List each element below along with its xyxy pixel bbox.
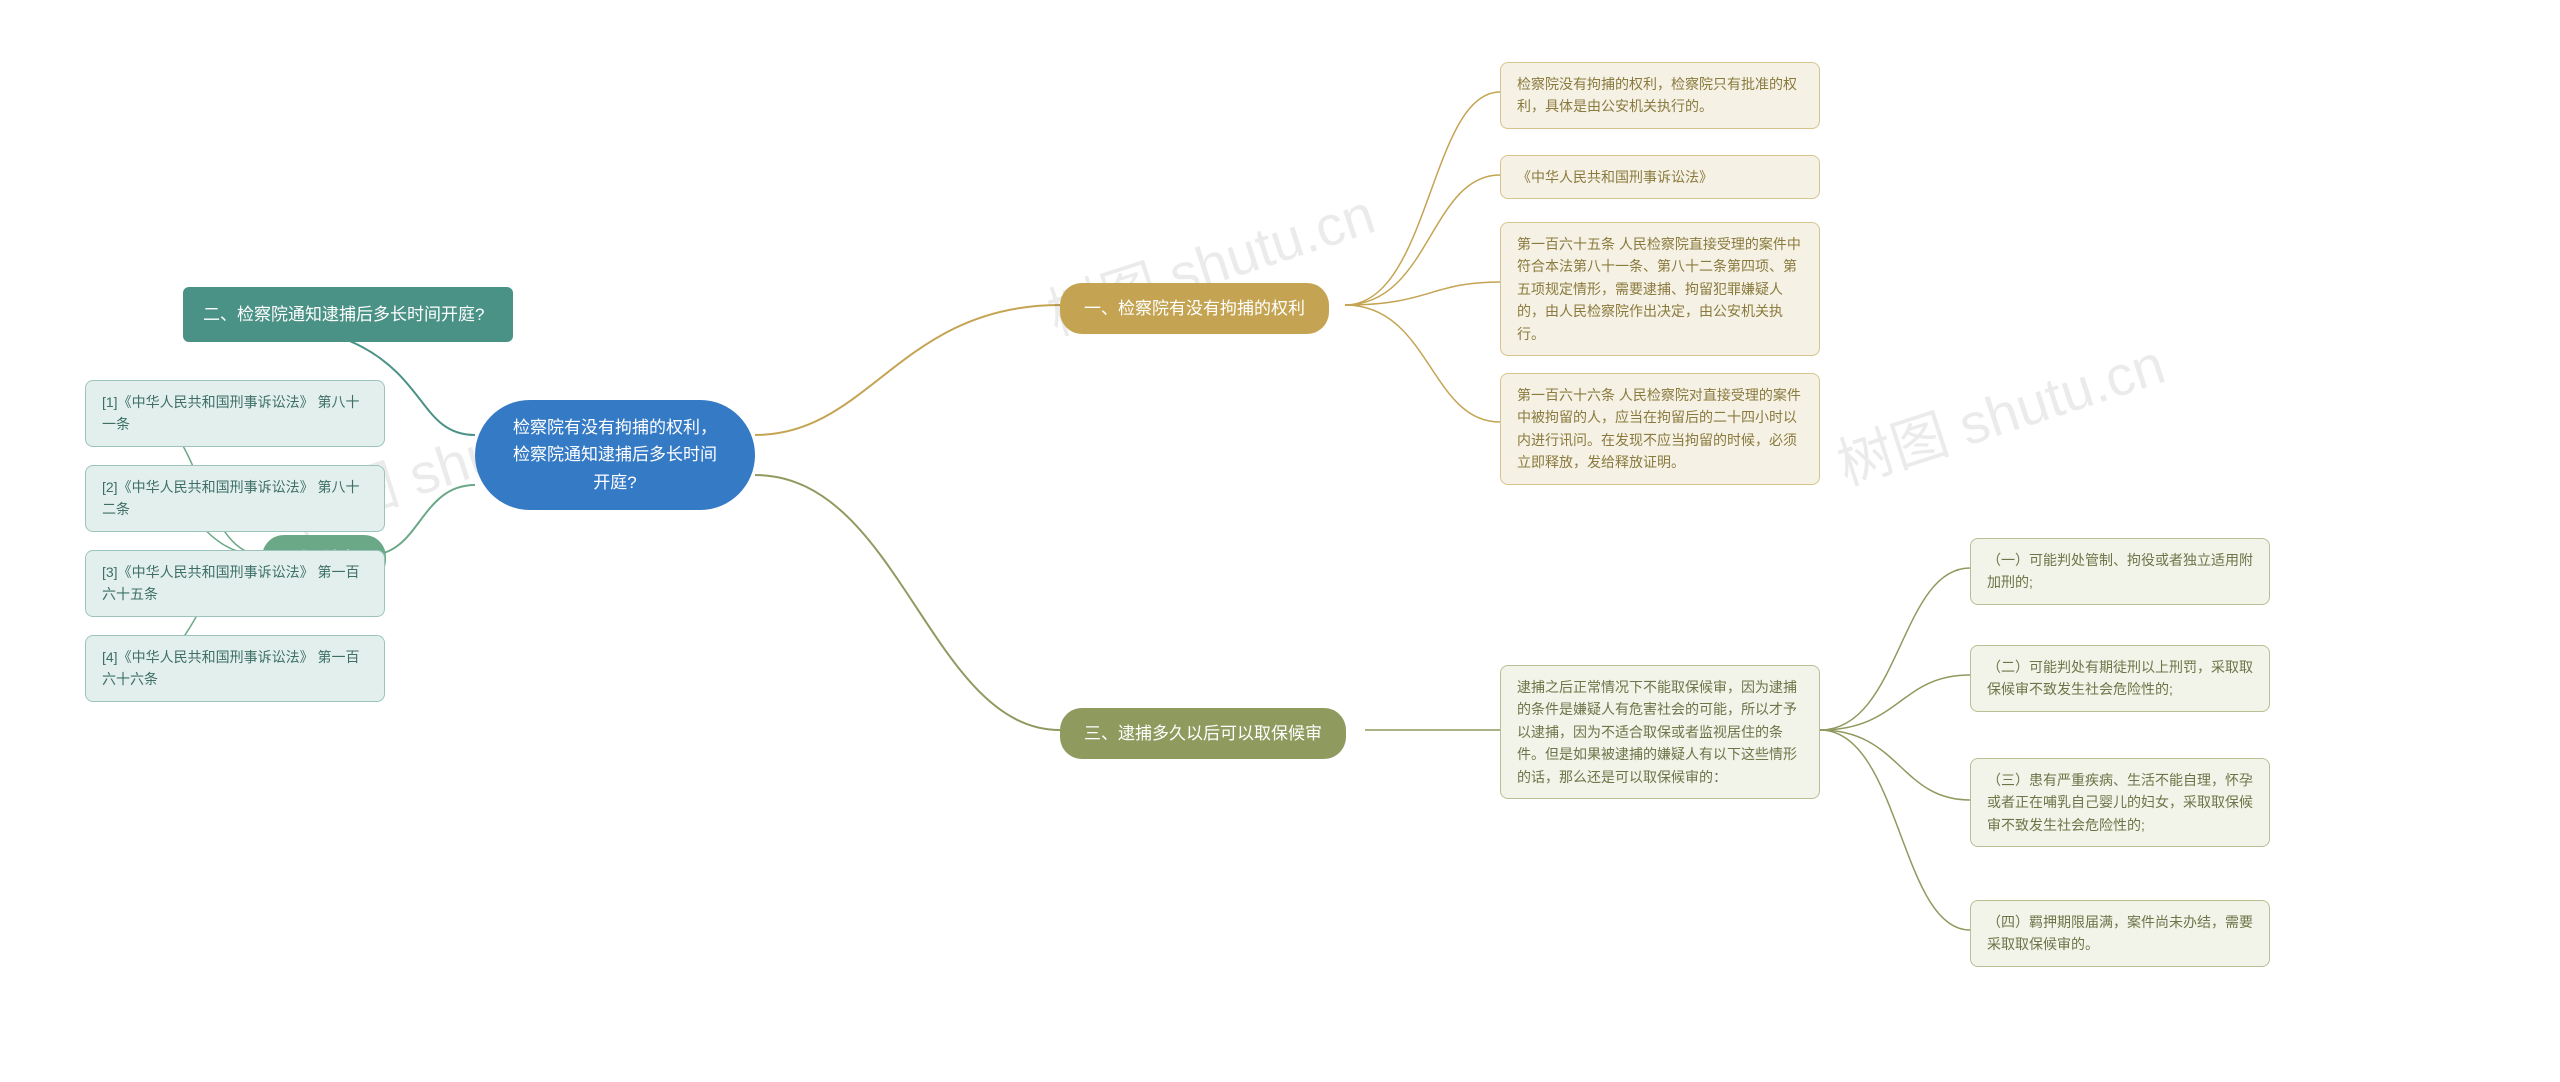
branch-4-ref-2[interactable]: [3]《中华人民共和国刑事诉讼法》 第一百六十五条 — [85, 550, 385, 617]
leaf-text: （二）可能判处有期徒刑以上刑罚，采取取保候审不致发生社会危险性的; — [1987, 656, 2253, 701]
leaf-text: [3]《中华人民共和国刑事诉讼法》 第一百六十五条 — [102, 561, 368, 606]
branch-1-leaf-0[interactable]: 检察院没有拘捕的权利，检察院只有批准的权利，具体是由公安机关执行的。 — [1500, 62, 1820, 129]
branch-1[interactable]: 一、检察院有没有拘捕的权利 — [1060, 283, 1329, 334]
branch-3-title: 三、逮捕多久以后可以取保候审 — [1084, 720, 1322, 747]
leaf-text: [4]《中华人民共和国刑事诉讼法》 第一百六十六条 — [102, 646, 368, 691]
branch-3[interactable]: 三、逮捕多久以后可以取保候审 — [1060, 708, 1346, 759]
branch-3-item-3[interactable]: （四）羁押期限届满，案件尚未办结，需要采取取保候审的。 — [1970, 900, 2270, 967]
leaf-text: [1]《中华人民共和国刑事诉讼法》 第八十一条 — [102, 391, 368, 436]
leaf-text: （四）羁押期限届满，案件尚未办结，需要采取取保候审的。 — [1987, 911, 2253, 956]
branch-2[interactable]: 二、检察院通知逮捕后多长时间开庭? — [183, 287, 513, 342]
leaf-text: 第一百六十五条 人民检察院直接受理的案件中符合本法第八十一条、第八十二条第四项、… — [1517, 233, 1803, 345]
branch-2-title: 二、检察院通知逮捕后多长时间开庭? — [203, 301, 484, 328]
branch-1-leaf-1[interactable]: 《中华人民共和国刑事诉讼法》 — [1500, 155, 1820, 199]
root-node[interactable]: 检察院有没有拘捕的权利，检察院通知逮捕后多长时间开庭? — [475, 400, 755, 510]
branch-1-leaf-3[interactable]: 第一百六十六条 人民检察院对直接受理的案件中被拘留的人，应当在拘留后的二十四小时… — [1500, 373, 1820, 485]
branch-4-ref-0[interactable]: [1]《中华人民共和国刑事诉讼法》 第八十一条 — [85, 380, 385, 447]
branch-3-item-1[interactable]: （二）可能判处有期徒刑以上刑罚，采取取保候审不致发生社会危险性的; — [1970, 645, 2270, 712]
leaf-text: 第一百六十六条 人民检察院对直接受理的案件中被拘留的人，应当在拘留后的二十四小时… — [1517, 384, 1803, 474]
leaf-text: 检察院没有拘捕的权利，检察院只有批准的权利，具体是由公安机关执行的。 — [1517, 73, 1803, 118]
leaf-text: [2]《中华人民共和国刑事诉讼法》 第八十二条 — [102, 476, 368, 521]
leaf-text: 逮捕之后正常情况下不能取保候审，因为逮捕的条件是嫌疑人有危害社会的可能，所以才予… — [1517, 676, 1803, 788]
watermark: 树图 shutu.cn — [1826, 320, 2174, 502]
root-text: 检察院有没有拘捕的权利，检察院通知逮捕后多长时间开庭? — [505, 414, 725, 496]
branch-4-ref-1[interactable]: [2]《中华人民共和国刑事诉讼法》 第八十二条 — [85, 465, 385, 532]
leaf-text: （一）可能判处管制、拘役或者独立适用附加刑的; — [1987, 549, 2253, 594]
branch-4-ref-3[interactable]: [4]《中华人民共和国刑事诉讼法》 第一百六十六条 — [85, 635, 385, 702]
branch-1-title: 一、检察院有没有拘捕的权利 — [1084, 295, 1305, 322]
branch-3-item-0[interactable]: （一）可能判处管制、拘役或者独立适用附加刑的; — [1970, 538, 2270, 605]
leaf-text: （三）患有严重疾病、生活不能自理，怀孕或者正在哺乳自己婴儿的妇女，采取取保候审不… — [1987, 769, 2253, 836]
branch-3-item-2[interactable]: （三）患有严重疾病、生活不能自理，怀孕或者正在哺乳自己婴儿的妇女，采取取保候审不… — [1970, 758, 2270, 847]
leaf-text: 《中华人民共和国刑事诉讼法》 — [1517, 166, 1713, 188]
branch-3-intro[interactable]: 逮捕之后正常情况下不能取保候审，因为逮捕的条件是嫌疑人有危害社会的可能，所以才予… — [1500, 665, 1820, 799]
branch-1-leaf-2[interactable]: 第一百六十五条 人民检察院直接受理的案件中符合本法第八十一条、第八十二条第四项、… — [1500, 222, 1820, 356]
